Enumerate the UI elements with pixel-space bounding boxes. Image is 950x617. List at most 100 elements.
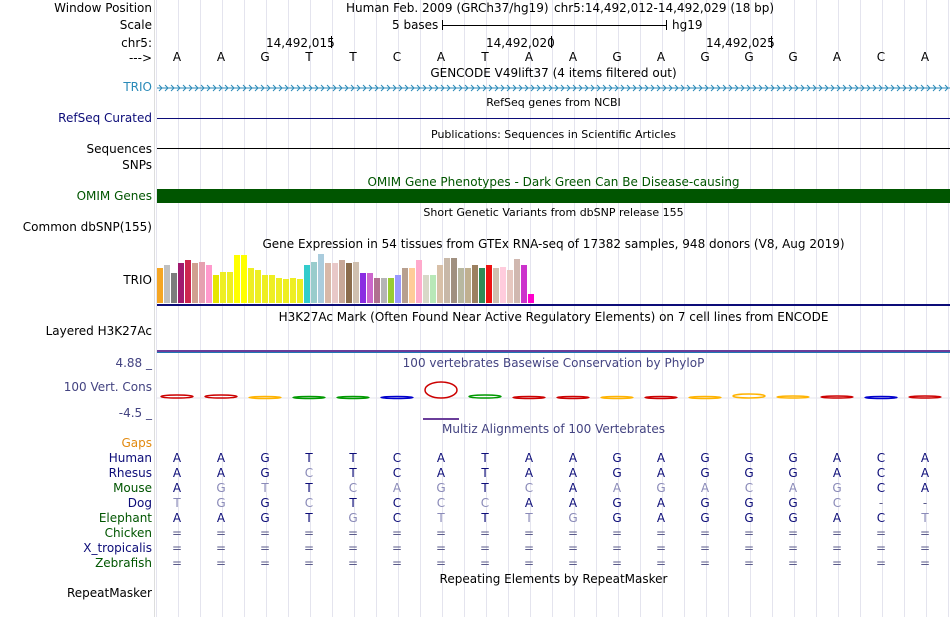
species-label[interactable]: Rhesus	[108, 466, 152, 480]
omim-label[interactable]: OMIM Genes	[76, 189, 152, 203]
publications-feature[interactable]	[157, 148, 950, 149]
gtex-tissue-bar[interactable]	[437, 265, 443, 303]
strand-arrow	[218, 84, 223, 92]
gtex-tissue-bar[interactable]	[332, 263, 338, 303]
gtex-gene-feature[interactable]	[157, 304, 950, 306]
gtex-tissue-bar[interactable]	[199, 262, 205, 303]
strand-arrow	[392, 84, 397, 92]
gtex-tissue-bar[interactable]	[353, 262, 359, 303]
species-label[interactable]: X_tropicalis	[83, 541, 152, 555]
gtex-tissue-bar[interactable]	[374, 278, 380, 303]
gtex-tissue-bar[interactable]	[486, 265, 492, 303]
gtex-tissue-bar[interactable]	[521, 265, 527, 303]
gtex-tissue-bar[interactable]	[381, 278, 387, 303]
gtex-tissue-bar[interactable]	[416, 260, 422, 303]
position-range[interactable]: chr5:14,492,012-14,492,029 (18 bp)	[554, 1, 775, 15]
gtex-tissue-bar[interactable]	[304, 265, 310, 303]
gtex-tissue-bar[interactable]	[493, 268, 499, 303]
species-label[interactable]: Dog	[127, 496, 152, 510]
aligned-base: T	[173, 496, 181, 510]
gtex-tissue-bar[interactable]	[451, 258, 457, 303]
strand-arrow	[680, 84, 685, 92]
gtex-tissue-bar[interactable]	[283, 279, 289, 303]
gtex-expression-chart[interactable]	[157, 252, 537, 303]
gtex-tissue-bar[interactable]	[514, 259, 520, 303]
strand-arrow	[734, 84, 739, 92]
gtex-tissue-bar[interactable]	[192, 263, 198, 303]
omim-title: OMIM Gene Phenotypes - Dark Green Can Be…	[367, 175, 740, 189]
gtex-tissue-bar[interactable]	[346, 263, 352, 303]
gtex-tissue-bar[interactable]	[318, 254, 324, 303]
gtex-tissue-bar[interactable]	[444, 258, 450, 303]
gtex-tissue-bar[interactable]	[367, 273, 373, 303]
gtex-tissue-bar[interactable]	[227, 272, 233, 303]
gtex-tissue-bar[interactable]	[395, 275, 401, 303]
gtex-tissue-bar[interactable]	[220, 272, 226, 303]
publications-label[interactable]: Sequences	[86, 142, 152, 156]
strand-arrow	[884, 84, 889, 92]
reference-base: A	[436, 50, 446, 64]
gtex-tissue-bar[interactable]	[269, 275, 275, 303]
gtex-tissue-bar[interactable]	[255, 270, 261, 303]
species-label[interactable]: Zebrafish	[95, 556, 152, 570]
gtex-tissue-bar[interactable]	[479, 268, 485, 303]
aligned-base: T	[305, 511, 313, 525]
gtex-tissue-bar[interactable]	[339, 260, 345, 303]
gtex-tissue-bar[interactable]	[388, 278, 394, 303]
strand-arrow	[722, 84, 727, 92]
gtex-tissue-bar[interactable]	[206, 265, 212, 303]
gencode-gene-feature[interactable]	[157, 82, 950, 94]
gtex-tissue-bar[interactable]	[164, 265, 170, 303]
gtex-tissue-bar[interactable]	[248, 268, 254, 303]
gtex-tissue-bar[interactable]	[171, 273, 177, 303]
h3k27ac-label[interactable]: Layered H3K27Ac	[45, 324, 152, 338]
gtex-tissue-bar[interactable]	[465, 268, 471, 303]
gtex-tissue-bar[interactable]	[276, 278, 282, 303]
gtex-tissue-bar[interactable]	[262, 275, 268, 303]
species-label[interactable]: Elephant	[98, 511, 152, 525]
gtex-tissue-bar[interactable]	[472, 265, 478, 303]
gtex-tissue-bar[interactable]	[185, 260, 191, 303]
gtex-tissue-bar[interactable]	[297, 279, 303, 303]
strand-arrow	[866, 84, 871, 92]
gtex-tissue-bar[interactable]	[507, 270, 513, 303]
species-label[interactable]: Human	[108, 451, 152, 465]
species-label[interactable]: Chicken	[104, 526, 152, 540]
gtex-tissue-bar[interactable]	[409, 268, 415, 303]
refseq-gene-feature[interactable]	[157, 118, 950, 119]
aligned-base: A	[920, 481, 930, 495]
gtex-tissue-bar[interactable]	[430, 275, 436, 303]
gtex-tissue-bar[interactable]	[213, 275, 219, 303]
gtex-tissue-bar[interactable]	[360, 273, 366, 303]
gtex-tissue-bar[interactable]	[423, 275, 429, 303]
gtex-tissue-bar[interactable]	[157, 268, 163, 303]
repeatmasker-label[interactable]: RepeatMasker	[66, 586, 152, 600]
gtex-tissue-bar[interactable]	[458, 268, 464, 303]
gtex-tissue-bar[interactable]	[500, 267, 506, 303]
gtex-tissue-bar[interactable]	[178, 263, 184, 303]
strand-arrow	[476, 84, 481, 92]
dbsnp-label[interactable]: Common dbSNP(155)	[22, 220, 152, 234]
gtex-tissue-bar[interactable]	[325, 263, 331, 303]
species-label[interactable]: Mouse	[113, 481, 152, 495]
refseq-label[interactable]: RefSeq Curated	[58, 111, 152, 125]
reference-base: G	[788, 50, 798, 64]
phylop-label[interactable]: 100 Vert. Cons	[63, 380, 152, 394]
omim-gene-feature[interactable]	[157, 189, 950, 203]
gtex-label[interactable]: TRIO	[123, 273, 152, 287]
gtex-tissue-bar[interactable]	[241, 255, 247, 303]
phylop-min: -4.5 _	[118, 406, 152, 420]
aligned-base: G	[744, 451, 754, 465]
gencode-label[interactable]: TRIO	[123, 80, 152, 94]
gtex-tissue-bar[interactable]	[528, 294, 534, 303]
gtex-tissue-bar[interactable]	[234, 255, 240, 303]
gtex-tissue-bar[interactable]	[290, 278, 296, 303]
grid-line	[552, 0, 553, 617]
aligned-base: =	[743, 556, 755, 570]
gtex-tissue-bar[interactable]	[311, 262, 317, 303]
strand-arrow	[464, 84, 469, 92]
strand-arrow	[818, 84, 823, 92]
reference-base: A	[832, 50, 842, 64]
gtex-tissue-bar[interactable]	[402, 268, 408, 303]
scale-bar	[442, 18, 667, 32]
